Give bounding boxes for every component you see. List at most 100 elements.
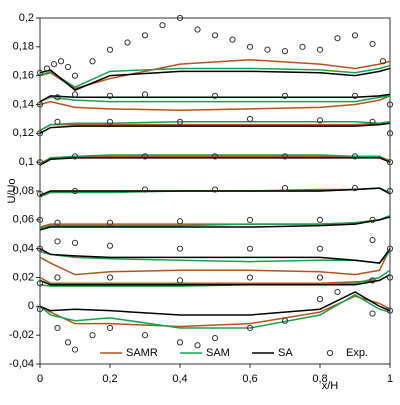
exp-point	[106, 92, 114, 99]
model-line	[39, 293, 391, 329]
exp-point	[141, 186, 149, 193]
model-line	[39, 95, 391, 112]
exp-point	[54, 94, 61, 101]
exp-point	[36, 245, 44, 252]
x-tick-label: 1	[387, 373, 393, 385]
exp-point	[299, 43, 306, 50]
exp-point	[281, 153, 289, 160]
exp-point	[281, 317, 289, 324]
exp-point	[71, 239, 79, 246]
y-tick-label: 0,18	[13, 41, 34, 53]
model-line	[39, 291, 391, 316]
exp-point	[369, 310, 376, 317]
exp-point	[36, 216, 44, 223]
y-tick-label: 0,08	[13, 185, 34, 197]
exp-point	[211, 186, 219, 193]
exp-point	[54, 274, 61, 281]
exp-point	[71, 153, 79, 160]
y-tick-label: 0,14	[13, 98, 34, 110]
model-line	[39, 273, 391, 286]
exp-point	[106, 46, 114, 53]
model-line	[39, 95, 391, 103]
exp-point	[106, 242, 114, 249]
x-tick-label: 0,6	[242, 373, 257, 385]
exp-point	[64, 339, 72, 346]
exp-point	[246, 324, 254, 332]
exp-point	[89, 332, 96, 339]
exp-point	[211, 153, 219, 160]
exp-point	[246, 115, 254, 123]
exp-point	[351, 32, 359, 39]
exp-point	[194, 26, 201, 33]
exp-point	[316, 245, 324, 252]
y-tick-label: -0,02	[9, 329, 34, 341]
model-line	[39, 187, 391, 197]
model-line	[39, 67, 391, 91]
y-tick-label: 0,02	[13, 271, 34, 283]
exp-point	[54, 219, 61, 226]
exp-point	[36, 190, 44, 197]
model-line	[39, 154, 391, 166]
exp-point	[386, 274, 394, 281]
exp-point	[71, 187, 79, 195]
exp-point	[141, 91, 149, 98]
exp-point	[334, 288, 341, 296]
exp-point	[316, 216, 324, 223]
exp-point	[176, 339, 184, 346]
exp-point	[106, 274, 114, 281]
exp-point	[141, 332, 149, 339]
model-line	[39, 248, 391, 276]
exp-point	[386, 130, 394, 137]
exp-point	[281, 48, 289, 55]
exp-point	[141, 153, 149, 160]
exp-point	[369, 236, 376, 244]
exp-point	[36, 280, 44, 287]
exp-point	[43, 65, 51, 72]
x-axis-label: x/H	[322, 380, 339, 392]
exp-point	[176, 277, 184, 284]
legend-label: SAMR	[126, 347, 158, 359]
exp-point	[386, 159, 394, 166]
exp-point	[351, 185, 359, 192]
x-tick-label: 0,2	[102, 373, 117, 385]
x-tick-label: 0,8	[312, 373, 327, 385]
exp-point	[64, 63, 72, 71]
exp-point	[141, 32, 149, 39]
model-line	[39, 248, 391, 264]
y-tick-label: 0,2	[19, 12, 34, 24]
x-tick-label: 0	[37, 373, 43, 385]
model-line	[39, 121, 391, 132]
model-line	[39, 122, 391, 134]
legend-label: SAM	[206, 347, 230, 359]
exp-point	[176, 245, 184, 252]
exp-point	[369, 118, 376, 125]
exp-point	[36, 306, 44, 313]
legend-label: SA	[278, 347, 293, 359]
exp-point	[386, 187, 394, 195]
exp-point	[211, 92, 219, 99]
exp-point	[316, 117, 324, 124]
exp-point	[246, 216, 254, 223]
exp-point	[281, 185, 289, 192]
exp-point	[71, 91, 79, 98]
exp-point	[71, 346, 79, 353]
y-tick-label: -0,04	[9, 358, 34, 370]
y-tick-label: 0	[28, 300, 34, 312]
exp-point	[106, 324, 114, 332]
exp-point	[386, 307, 394, 314]
exp-point	[71, 72, 79, 79]
exp-point	[106, 118, 114, 125]
x-tick-label: 0,4	[172, 373, 187, 385]
exp-point	[176, 14, 184, 22]
exp-point	[57, 58, 65, 65]
exp-point	[351, 92, 359, 99]
exp-point	[351, 153, 359, 160]
exp-point	[106, 219, 114, 226]
exp-point	[54, 118, 61, 125]
exp-point	[246, 43, 254, 50]
exp-point	[246, 274, 254, 281]
model-line	[39, 216, 391, 231]
model-line	[39, 157, 391, 166]
exp-point	[36, 101, 44, 108]
